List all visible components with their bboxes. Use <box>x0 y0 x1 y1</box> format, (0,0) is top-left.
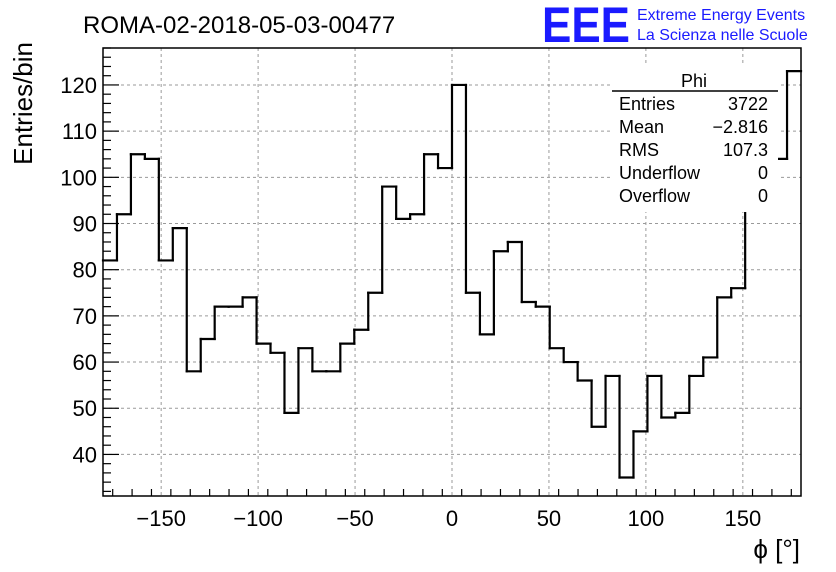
y-tick-label: 90 <box>73 212 97 237</box>
stats-label-mean: Mean <box>619 117 664 137</box>
x-tick-label: −150 <box>136 506 186 531</box>
logo-mark: EEE <box>542 0 630 53</box>
stats-label-underflow: Underflow <box>619 163 701 183</box>
stats-label-rms: RMS <box>619 140 659 160</box>
y-tick-label: 100 <box>60 165 97 190</box>
axis-tick-labels: −150 −100 −50 0 50 100 150 40 50 60 70 80 90 100 110 12… <box>60 73 761 531</box>
x-tick-label: 100 <box>628 506 665 531</box>
axis-ticks <box>103 47 792 496</box>
stats-box: Phi Entries 3722 Mean −2.816 RMS 107.3 U… <box>612 66 778 212</box>
x-tick-label: −50 <box>336 506 373 531</box>
x-tick-label: −100 <box>233 506 283 531</box>
stats-value-mean: −2.816 <box>712 117 768 137</box>
y-tick-label: 70 <box>73 304 97 329</box>
stats-header: Phi <box>681 71 707 91</box>
x-tick-label: 150 <box>724 506 761 531</box>
eee-logo: EEE Extreme Energy Events La Scienza nel… <box>542 0 808 53</box>
x-tick-label: 0 <box>446 506 458 531</box>
histogram-steps <box>101 69 803 479</box>
y-tick-label: 50 <box>73 396 97 421</box>
plot-frame <box>102 47 802 497</box>
x-tick-label: 50 <box>537 506 561 531</box>
y-tick-label: 60 <box>73 350 97 375</box>
y-tick-label: 80 <box>73 258 97 283</box>
logo-line-2: La Scienza nelle Scuole <box>637 27 808 44</box>
stats-value-overflow: 0 <box>758 186 768 206</box>
stats-label-entries: Entries <box>619 94 675 114</box>
y-tick-label: 120 <box>60 73 97 98</box>
stats-value-entries: 3722 <box>728 94 768 114</box>
chart-title: ROMA-02-2018-05-03-00477 <box>83 12 395 39</box>
logo-line-1: Extreme Energy Events <box>637 7 805 24</box>
x-axis-title: ϕ [°] <box>753 534 800 564</box>
y-axis-title: Entries/bin <box>8 42 38 165</box>
grid-lines <box>103 48 801 496</box>
y-tick-label: 40 <box>73 442 97 467</box>
stats-label-overflow: Overflow <box>619 186 691 206</box>
stats-value-underflow: 0 <box>758 163 768 183</box>
stats-value-rms: 107.3 <box>723 140 768 160</box>
y-tick-label: 110 <box>62 119 97 144</box>
